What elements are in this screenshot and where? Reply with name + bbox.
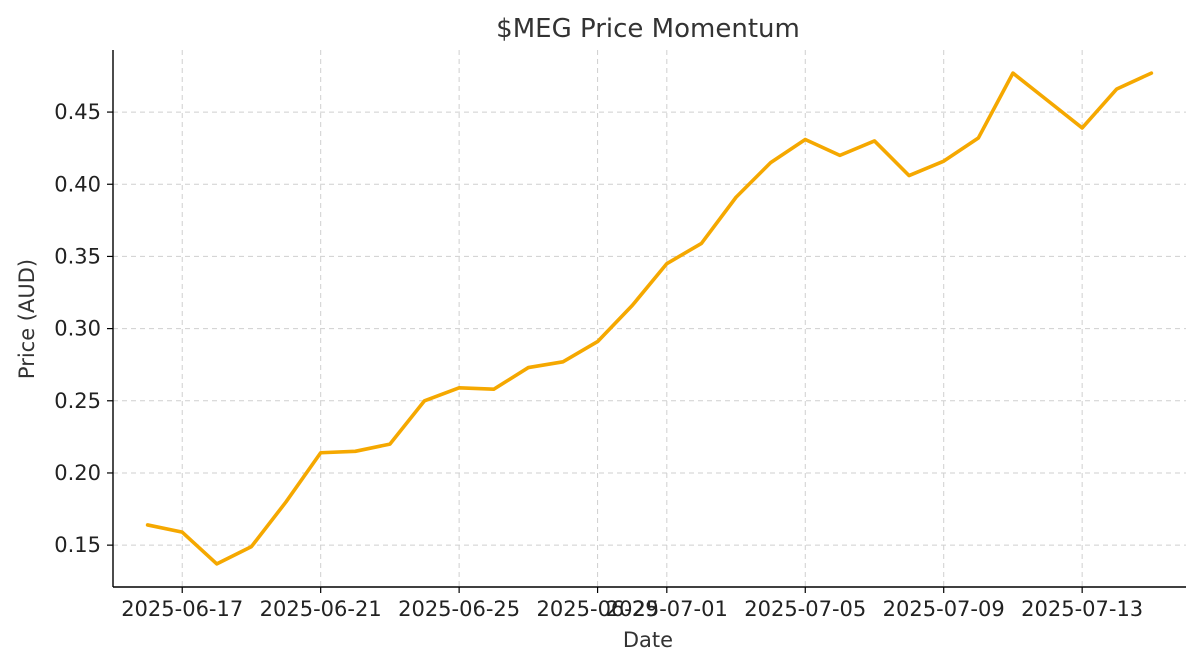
price-point — [734, 195, 738, 199]
grid-layer — [113, 50, 1186, 587]
price-point — [665, 262, 669, 266]
price-point — [1011, 71, 1015, 75]
price-point — [872, 139, 876, 143]
price-point — [319, 451, 323, 455]
series-layer — [145, 71, 1154, 566]
x-tick-label: 2025-06-25 — [398, 597, 520, 621]
y-tick-label: 0.30 — [54, 317, 101, 341]
price-point — [561, 360, 565, 364]
price-point — [769, 161, 773, 165]
y-tick-layer: 0.15 0.20 0.25 0.30 0.35 0.40 0.45 — [54, 100, 113, 557]
price-point — [526, 366, 530, 370]
chart-title: $MEG Price Momentum — [496, 14, 800, 44]
price-point — [492, 387, 496, 391]
x-tick-label: 2025-07-09 — [883, 597, 1005, 621]
price-series-line — [145, 71, 1154, 566]
x-axis-label: Date — [623, 628, 673, 652]
x-tick-label: 2025-07-01 — [606, 597, 728, 621]
x-tick-label: 2025-06-29 — [537, 597, 659, 621]
price-point — [423, 399, 427, 403]
price-point — [907, 174, 911, 178]
y-tick-label: 0.35 — [54, 244, 101, 268]
price-point — [180, 530, 184, 534]
price-point — [1046, 99, 1050, 103]
price-point — [838, 153, 842, 157]
x-tick-label: 2025-07-05 — [744, 597, 866, 621]
price-point — [1115, 87, 1119, 91]
price-point — [457, 386, 461, 390]
x-tick-label: 2025-07-13 — [1021, 597, 1143, 621]
y-tick-label: 0.15 — [54, 533, 101, 557]
price-point — [942, 159, 946, 163]
price-point — [630, 304, 634, 308]
y-tick-label: 0.25 — [54, 389, 101, 413]
price-point — [353, 449, 357, 453]
y-tick-label: 0.45 — [54, 100, 101, 124]
y-tick-label: 0.20 — [54, 461, 101, 485]
price-point — [284, 500, 288, 504]
price-point — [1080, 126, 1084, 130]
price-point — [215, 562, 219, 566]
price-point — [803, 138, 807, 142]
price-point — [388, 442, 392, 446]
price-point — [146, 523, 150, 527]
y-tick-label: 0.40 — [54, 172, 101, 196]
x-tick-label: 2025-06-17 — [121, 597, 243, 621]
y-axis-label: Price (AUD) — [15, 259, 39, 379]
x-tick-label: 2025-06-21 — [260, 597, 382, 621]
x-tick-layer: 2025-06-17 2025-06-21 2025-06-25 2025-06-29… — [121, 587, 1143, 621]
price-point — [976, 136, 980, 140]
price-point — [699, 241, 703, 245]
price-point — [596, 340, 600, 344]
price-point — [249, 545, 253, 549]
price-point — [1149, 71, 1153, 75]
axes-layer — [112, 50, 1186, 588]
